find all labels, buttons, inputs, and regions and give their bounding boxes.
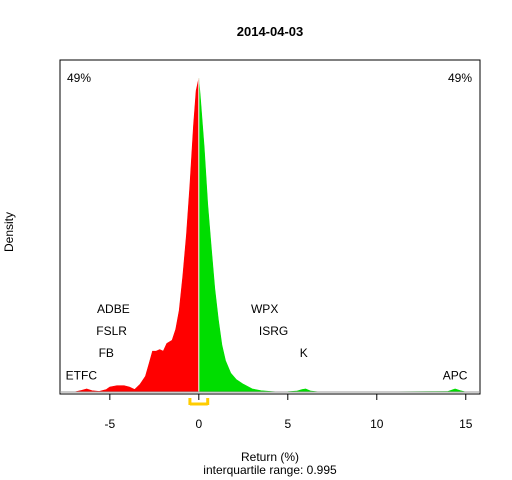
stock-annotation: FB [99, 346, 114, 360]
negative-percent-label: 49% [67, 71, 91, 85]
x-axis: -5 0 5 10 15 [104, 394, 473, 431]
y-axis-label: Density [2, 212, 16, 252]
x-tick-label: 15 [459, 417, 473, 431]
stock-annotation: FSLR [96, 324, 127, 338]
x-tick-label: 5 [284, 417, 291, 431]
density-area-layer [74, 78, 466, 393]
iqr-subtitle: interquartile range: 0.995 [203, 463, 337, 477]
x-axis-label: Return (%) [241, 450, 299, 464]
negative-return-area [74, 78, 200, 393]
stock-annotation: ISRG [259, 324, 288, 338]
x-tick-label: -5 [104, 417, 115, 431]
stock-annotation: APC [443, 368, 468, 382]
plot-frame [59, 59, 481, 395]
stock-annotation: WPX [251, 302, 278, 316]
iqr-bracket [188, 398, 210, 406]
stock-annotation: K [300, 346, 308, 360]
stock-annotation: ADBE [97, 302, 130, 316]
x-tick-label: 10 [370, 417, 384, 431]
positive-return-area [198, 78, 466, 393]
positive-percent-label: 49% [448, 71, 472, 85]
stock-annotation: ETFC [66, 368, 98, 382]
chart-title: 2014-04-03 [237, 24, 304, 39]
x-tick-label: 0 [195, 417, 202, 431]
